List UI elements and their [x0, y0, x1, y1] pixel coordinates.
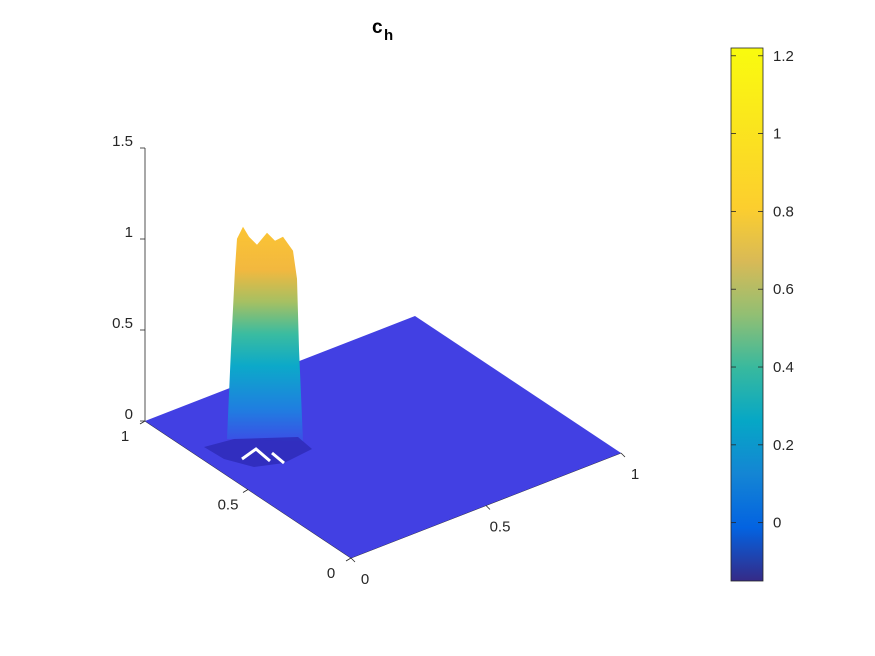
colorbar-tick-label: 0: [773, 515, 781, 532]
colorbar-tick-label: 0.2: [773, 437, 794, 454]
chart-title: c h: [372, 17, 393, 44]
chart-title-main: c: [372, 17, 383, 38]
surface-highlight: [241, 447, 285, 465]
colorbar-gradient: [730, 47, 764, 582]
x-tick-label: 0: [361, 571, 369, 588]
x-tick-mark: [485, 505, 491, 510]
y-tick-label: 0.5: [218, 497, 239, 514]
z-tick-label: 1.5: [112, 133, 133, 150]
colorbar-tick-label: 1: [773, 126, 781, 143]
surface-peak: [227, 226, 303, 441]
y-tick-mark: [242, 489, 249, 493]
colorbar: 0 0.2 0.4 0.6 0.8 1 1.2: [730, 47, 794, 582]
colorbar-tick-label: 0.8: [773, 203, 794, 220]
z-tick-label: 0.5: [112, 315, 133, 332]
x-tick-label: 0.5: [490, 519, 511, 536]
colorbar-tick-label: 1.2: [773, 48, 794, 65]
y-tick-label: 1: [121, 428, 129, 445]
z-tick-label: 1: [125, 224, 133, 241]
chart-title-subscript: h: [384, 27, 393, 44]
y-tick-mark: [345, 557, 352, 562]
y-tick-label: 0: [327, 565, 335, 582]
x-tick-label: 1: [631, 466, 639, 483]
surface-base: [145, 316, 621, 558]
tick-labels: 0 0.5 1 0 0.5 1 0 0.5 1 1.5: [112, 133, 639, 588]
surface: [145, 226, 621, 558]
colorbar-tick-label: 0.6: [773, 281, 794, 298]
colorbar-tick-label: 0.4: [773, 359, 794, 376]
x-tick-mark: [350, 557, 356, 563]
x-tick-mark: [620, 452, 626, 458]
y-tick-mark: [139, 420, 146, 425]
z-tick-label: 0: [125, 406, 133, 423]
